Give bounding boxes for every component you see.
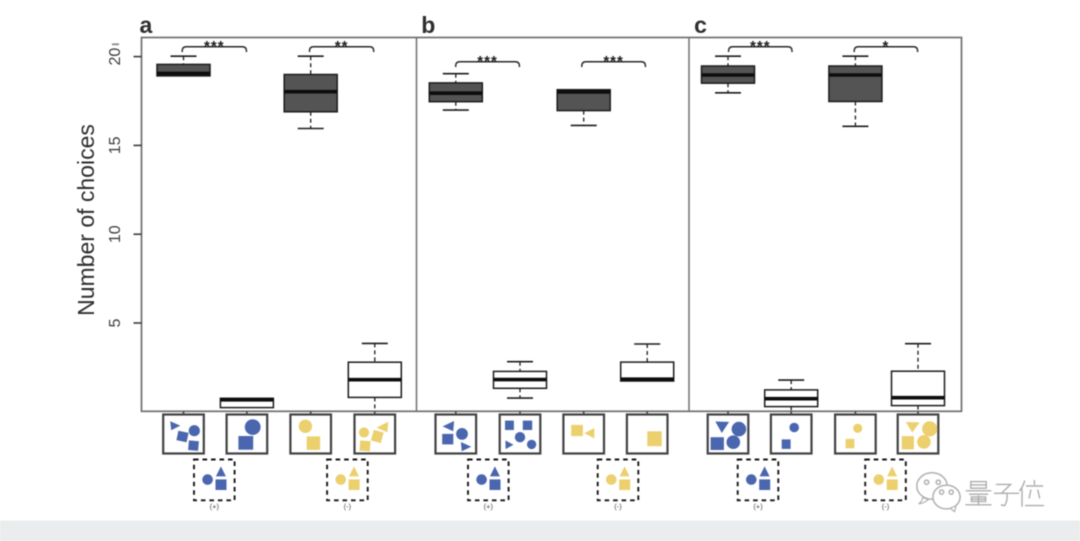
svg-text:***: ***: [603, 53, 624, 70]
svg-text:20: 20: [107, 48, 124, 66]
svg-text:(-): (-): [344, 502, 352, 511]
svg-text:c: c: [694, 12, 707, 38]
svg-text:(-): (-): [882, 502, 890, 511]
svg-text:Number of choices: Number of choices: [73, 124, 99, 316]
svg-text:(+): (+): [753, 502, 763, 511]
svg-text:(+): (+): [210, 502, 220, 511]
svg-text:(-): (-): [614, 502, 622, 511]
svg-text:10: 10: [107, 225, 124, 243]
svg-text:***: ***: [204, 38, 225, 55]
svg-text:***: ***: [750, 38, 771, 55]
svg-text:5: 5: [107, 318, 124, 327]
svg-text:15: 15: [107, 136, 124, 154]
svg-text:***: ***: [477, 53, 498, 70]
svg-text:*: *: [882, 38, 889, 55]
svg-text:(+): (+): [484, 502, 494, 511]
svg-text:a: a: [140, 12, 153, 38]
svg-text:b: b: [421, 12, 435, 38]
svg-text:**: **: [335, 38, 349, 55]
